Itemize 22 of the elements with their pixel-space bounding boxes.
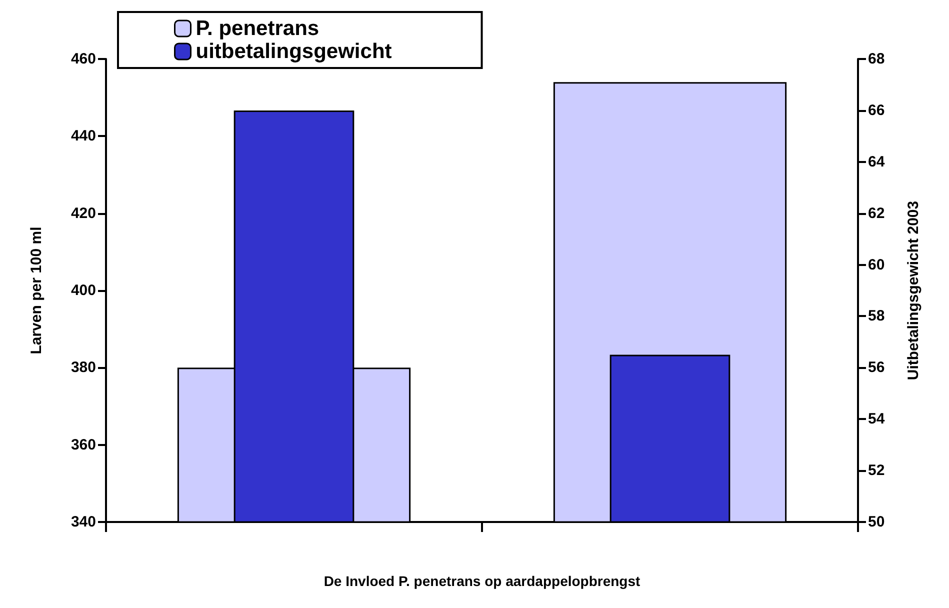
y-tick-label: 360 <box>70 436 96 454</box>
y2-tick-label: 54 <box>868 410 886 428</box>
y-tick-label: 420 <box>70 204 96 222</box>
y-tick-label: 460 <box>70 50 96 68</box>
x-axis-title: De Invloed P. penetrans op aardappelopbrengst <box>324 573 641 589</box>
y-tick-label: 440 <box>70 128 96 145</box>
legend-label: P. penetrans <box>196 17 320 40</box>
y2-tick-label: 60 <box>868 256 885 274</box>
y2-tick-label: 68 <box>868 50 885 68</box>
y2-tick-label: 58 <box>868 308 885 325</box>
y2-tick-label: 62 <box>868 204 885 222</box>
y-axis-title: Larven per 100 ml <box>28 226 45 354</box>
y-tick-label: 380 <box>70 359 96 376</box>
y2-tick-label: 66 <box>868 102 885 119</box>
y-tick-label: 400 <box>70 282 96 299</box>
y2-tick-label: 50 <box>868 514 885 530</box>
y2-tick-label: 56 <box>868 359 885 376</box>
legend-label: uitbetalingsgewicht <box>196 40 392 63</box>
y2-tick-label: 52 <box>868 462 885 480</box>
y-tick-label: 340 <box>70 514 96 530</box>
y2-tick-label: 64 <box>868 153 886 170</box>
y2-axis-title: Uitbetalingsgewicht 2003 <box>905 200 922 380</box>
